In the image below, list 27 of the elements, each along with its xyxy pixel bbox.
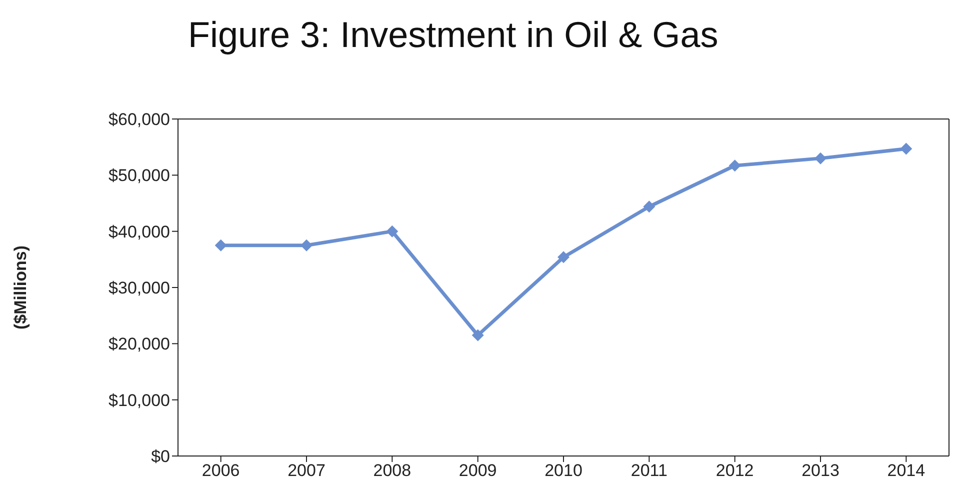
y-tick-label: $60,000 (108, 110, 170, 130)
point (300, 239, 312, 252)
x-tick-label: 2013 (802, 461, 840, 480)
point (472, 329, 484, 342)
chart-title: Figure 3: Investment in Oil & Gas (188, 14, 718, 56)
y-axis-title: ($Millions) (11, 245, 30, 330)
x-tick-label: 2011 (630, 461, 668, 480)
y-tick-label: $0 (151, 447, 170, 466)
point (214, 239, 227, 252)
x-tick-label: 2014 (887, 461, 926, 480)
x-tick-label: 2006 (202, 461, 240, 480)
y-tick-label: $10,000 (108, 390, 170, 410)
x-tick-label: 2008 (373, 461, 412, 480)
y-tick-label: $40,000 (108, 222, 170, 242)
point (643, 200, 656, 213)
point (814, 152, 826, 164)
point (558, 251, 570, 264)
x-tick-label: 2010 (544, 461, 582, 480)
x-tick-label: 2007 (288, 461, 326, 480)
point (900, 142, 912, 155)
y-tick-label: $20,000 (108, 334, 170, 354)
point (728, 160, 741, 172)
point (386, 225, 398, 238)
x-tick-label: 2009 (458, 461, 497, 480)
x-tick-label: 2012 (716, 461, 754, 480)
y-tick-label: $50,000 (108, 166, 170, 186)
y-tick-label: $30,000 (108, 278, 170, 298)
